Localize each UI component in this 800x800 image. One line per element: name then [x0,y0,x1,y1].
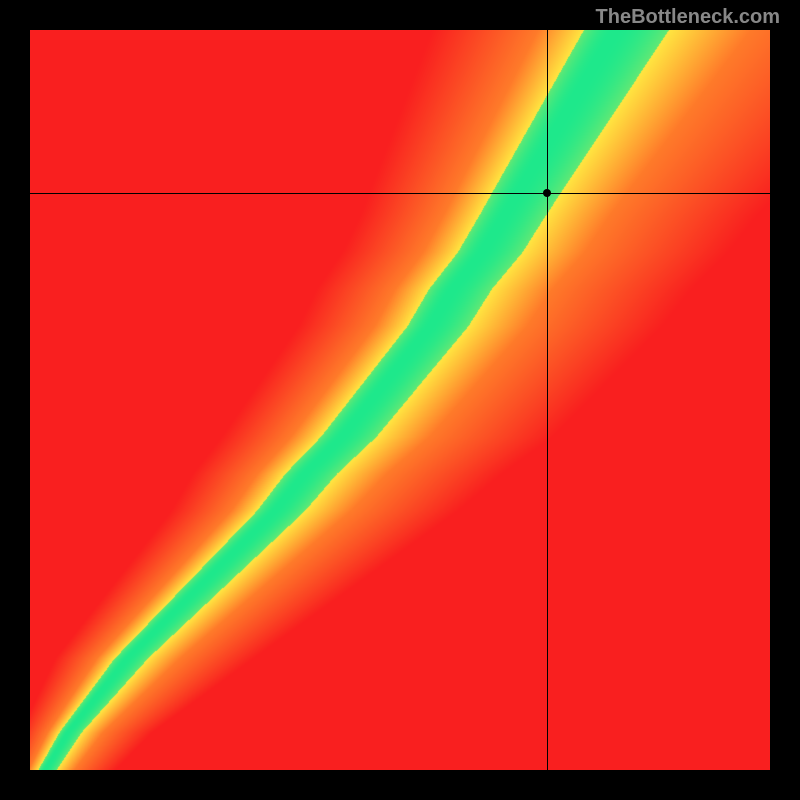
crosshair-horizontal [30,193,770,194]
crosshair-vertical [547,30,548,770]
heatmap-canvas [30,30,770,770]
crosshair-marker [543,189,551,197]
plot-area [30,30,770,770]
watermark-text: TheBottleneck.com [596,6,780,29]
chart-container: TheBottleneck.com [0,0,800,800]
